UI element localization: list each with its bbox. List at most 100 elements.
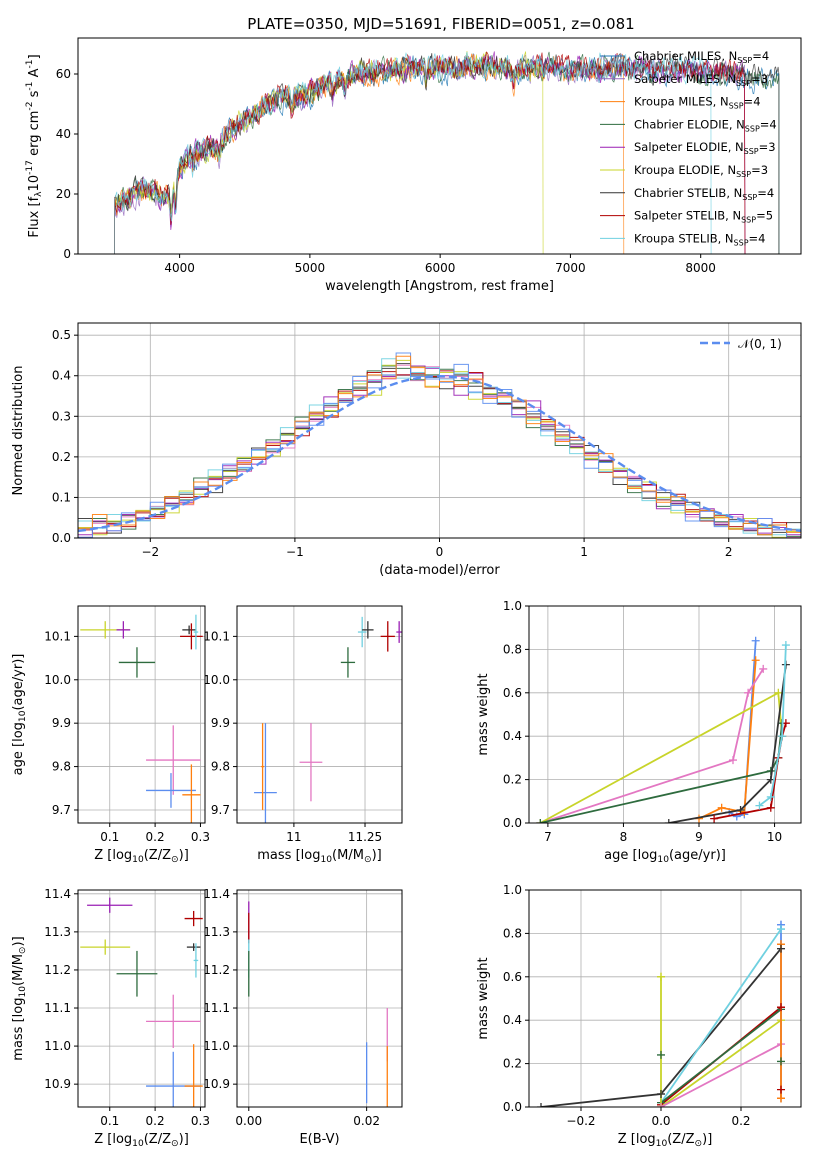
x-axis-label: Z [log10(Z/Z⊙)] <box>618 1132 713 1149</box>
x-axis-label: age [log10(age/yr)] <box>604 848 726 865</box>
label-part: -1 <box>25 82 35 91</box>
label-part: λ <box>34 191 44 197</box>
x-tick-label: 0.00 <box>235 1114 262 1128</box>
y-tick-label: 11.4 <box>44 887 71 901</box>
y-tick-label: 10.1 <box>44 629 71 643</box>
legend-entry: Chabrier STELIB, NSSP=4 <box>634 186 774 202</box>
x-axis-label: (data-model)/error <box>379 563 500 578</box>
x-tick-label: 10 <box>767 830 782 844</box>
plus-marker <box>766 792 775 801</box>
legend-entry-label: Salpeter STELIB <box>634 209 725 223</box>
legend-entry-label: Chabrier ELODIE <box>634 117 729 131</box>
plus-marker <box>751 636 760 645</box>
x-tick-label: 1 <box>580 545 588 559</box>
label-part: 10 <box>18 986 28 998</box>
mass_vs_ebv-panel: 0.00 0.02 10.9 11.0 11.1 11.2 11.3 11.4 E(B-V) <box>203 887 403 1147</box>
age_vs_Z-frame <box>77 605 206 824</box>
y-axis-label: Normed distribution <box>11 366 26 496</box>
legend-entry-eq: = <box>757 186 767 200</box>
y-tick-label: 1.0 <box>503 599 522 613</box>
y-tick-label: 10.9 <box>203 1077 230 1091</box>
figure-title: PLATE=0350, MJD=51691, FIBERID=0051, z=0… <box>247 15 634 33</box>
y-tick-label: 11.0 <box>44 1039 71 1053</box>
legend-entry: Salpeter ELODIE, NSSP=3 <box>634 140 776 156</box>
label-part: ⊙ <box>18 946 28 954</box>
plus-marker <box>744 688 753 697</box>
x-tick-label: 0.1 <box>100 830 119 844</box>
legend-entry-eq: = <box>760 117 770 131</box>
x-axis-label: Z [log10(Z/Z⊙)] <box>94 1132 189 1149</box>
label-part: E(B-V) <box>299 1132 339 1147</box>
y-tick-label: 9.8 <box>211 760 230 774</box>
x-tick-label: 8 <box>620 830 628 844</box>
x-tick-label: 0 <box>436 545 444 559</box>
y-axis-label: Flux [fλ10-17 erg cm-2 s-1 A-1] <box>25 54 44 237</box>
massweight-line <box>660 928 782 1104</box>
legend-entry-n: , N <box>713 95 729 109</box>
label-part: -2 <box>25 102 35 111</box>
mass_vs_Z-plot-area <box>80 897 203 1107</box>
y-tick-label: 9.8 <box>52 760 71 774</box>
y-tick-label: 9.9 <box>211 716 230 730</box>
histogram-step <box>78 352 801 538</box>
y-tick-label: 0.3 <box>52 409 71 423</box>
label-part: Flux [f <box>27 196 42 237</box>
y-tick-label: 0.4 <box>52 369 71 383</box>
y-tick-label: 0.4 <box>503 1013 522 1027</box>
y-tick-label: 60 <box>56 67 71 81</box>
x-tick-label: 7000 <box>555 261 586 275</box>
y-tick-label: 0.6 <box>503 970 522 984</box>
x-tick-label: 0.0 <box>651 1114 670 1128</box>
y-tick-label: 1.0 <box>503 883 522 897</box>
plus-marker <box>717 803 726 812</box>
y-tick-label: 0.0 <box>52 531 71 545</box>
massweight_vs_Z-panel: −0.2 0.0 0.2 0.0 0.2 0.4 0.6 0.8 1.0 Z [log10(Z/Z… <box>476 883 802 1149</box>
legend-entry-eq: = <box>751 163 761 177</box>
residuals-plot-area <box>78 352 801 538</box>
massweight-line <box>698 660 757 820</box>
y-tick-label: 10.0 <box>44 673 71 687</box>
x-axis-label: mass [log10(M/M⊙)] <box>257 848 381 865</box>
label-part: (Z/Z <box>144 1132 171 1147</box>
y-tick-label: 11.1 <box>203 1001 230 1015</box>
label-part: mass weight <box>476 673 491 755</box>
massweight-line <box>540 668 764 823</box>
age_vs_mass-panel: 11 11.25 9.7 9.8 9.9 10.0 10.1 mass [log10(M/M⊙… <box>203 605 403 865</box>
label-part: (Z/Z <box>667 1132 694 1147</box>
x-tick-label: −2 <box>141 545 159 559</box>
y-tick-label: 0.2 <box>52 450 71 464</box>
legend-entry-count: 4 <box>769 117 776 131</box>
massweight-line <box>728 640 757 818</box>
plus-marker <box>664 819 673 823</box>
massweight-line <box>758 645 787 807</box>
y-tick-label: 11.3 <box>203 925 230 939</box>
label-part: (M/M <box>332 848 364 863</box>
y-tick-label: 11.0 <box>203 1039 230 1053</box>
legend-entry-eq: = <box>756 209 766 223</box>
legend-entry-label: Salpeter ELODIE <box>634 140 728 154</box>
label-part: ⊙ <box>364 855 372 865</box>
x-axis-label: wavelength [Angstrom, rest frame] <box>325 279 554 294</box>
legend-entry: Kroupa ELODIE, NSSP=3 <box>634 163 768 179</box>
plus-marker <box>759 664 768 673</box>
legend-entry-count: 4 <box>753 95 760 109</box>
plus-marker <box>657 1103 665 1107</box>
x-tick-label: 2 <box>725 545 733 559</box>
x-tick-label: −1 <box>286 545 304 559</box>
legend-entry: Salpeter MILES, NSSP=3 <box>634 72 768 88</box>
legend-entry-sub: SSP <box>729 102 744 111</box>
x-tick-label: 0.3 <box>191 830 210 844</box>
y-tick-label: 20 <box>56 187 71 201</box>
label-part: 10 <box>132 855 144 865</box>
label-part: )] <box>179 1132 189 1147</box>
histogram-step <box>78 358 801 536</box>
y-tick-label: 11.1 <box>44 1001 71 1015</box>
label-part: 10 <box>656 1139 668 1149</box>
plus-marker <box>657 972 665 981</box>
x-tick-label: −0.2 <box>566 1114 595 1128</box>
label-part: 10 <box>27 175 42 192</box>
plus-marker <box>777 1085 785 1094</box>
legend-entry-eq: = <box>751 72 761 86</box>
y-tick-label: 11.4 <box>203 887 230 901</box>
